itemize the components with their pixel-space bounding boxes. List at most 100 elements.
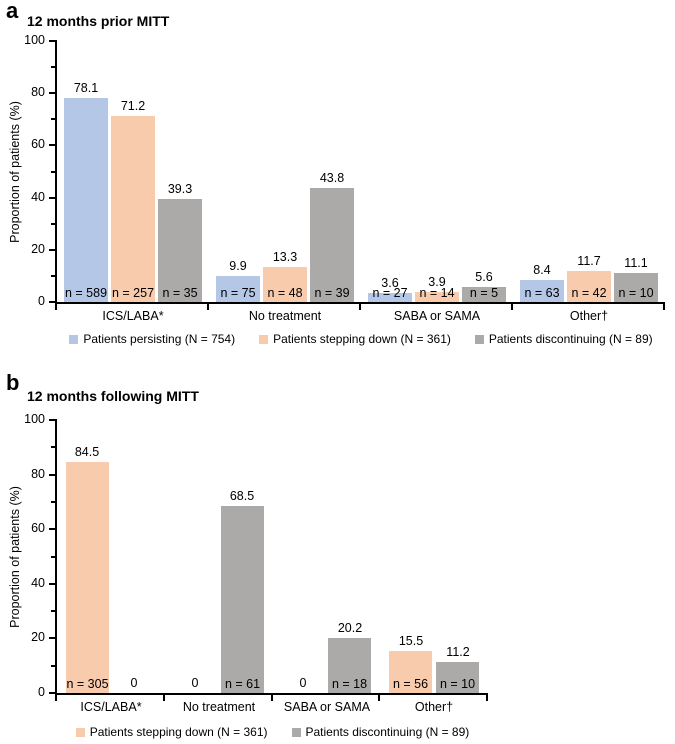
legend-marker-swatch (259, 335, 269, 345)
y-tick-label: 80 (31, 85, 45, 99)
bar (368, 293, 412, 302)
category-label: Other† (414, 700, 454, 714)
panel-a-letter: a (6, 0, 19, 23)
x-axis (55, 302, 665, 304)
bar-value-label: 11.7 (577, 254, 601, 268)
y-tick (49, 144, 55, 146)
y-minor-tick (51, 118, 55, 120)
bar-zero-label: 0 (130, 676, 138, 690)
bar-n-label: n = 27 (372, 286, 408, 300)
x-tick (663, 304, 665, 310)
y-tick (49, 474, 55, 476)
y-tick (49, 40, 55, 42)
bar (520, 280, 564, 302)
y-tick-label: 100 (24, 412, 45, 426)
legend-item: Patients discontinuing (N = 89) (291, 725, 470, 739)
bar-n-label: n = 61 (224, 677, 261, 691)
y-tick (49, 637, 55, 639)
bar (389, 651, 432, 693)
y-tick-label: 40 (31, 190, 45, 204)
y-minor-tick (51, 66, 55, 68)
bar-n-label: n = 39 (314, 286, 350, 300)
bar-value-label: 71.2 (120, 99, 146, 113)
legend-label: Patients discontinuing (N = 89) (488, 332, 653, 346)
bar-value-label: 11.1 (624, 256, 648, 270)
bar (221, 506, 264, 693)
bar-value-label: 78.1 (73, 81, 99, 95)
y-minor-tick (51, 556, 55, 558)
bar-value-label: 5.6 (475, 270, 493, 284)
bar-n-label: n = 5 (469, 286, 499, 300)
y-axis (55, 40, 57, 306)
y-tick-label: 40 (31, 576, 45, 590)
bar-value-label: 20.2 (337, 621, 363, 635)
bar (158, 199, 202, 302)
y-tick-label: 60 (31, 137, 45, 151)
bar (415, 292, 459, 302)
bar-value-label: 15.5 (398, 634, 424, 648)
bar-n-label: n = 14 (419, 286, 455, 300)
category-label: Other† (569, 309, 609, 323)
bar-value-label: 3.9 (428, 275, 446, 289)
panel-b-legend: Patients stepping down (N = 361) Patients… (57, 725, 488, 739)
x-tick (55, 695, 57, 701)
x-tick (271, 695, 273, 701)
bar (64, 98, 108, 302)
y-tick-label: 0 (38, 685, 45, 699)
panel-a-title: 12 months prior MITT (27, 13, 170, 29)
x-axis (55, 693, 488, 695)
bar (436, 662, 479, 693)
bar (111, 116, 155, 302)
bar-value-label: 3.6 (381, 276, 399, 290)
bar-value-label: 43.8 (319, 171, 345, 185)
bar-n-label: n = 56 (392, 677, 429, 691)
category-label: No treatment (182, 700, 256, 714)
x-tick (486, 695, 488, 701)
y-tick (49, 692, 55, 694)
legend-label: Patients stepping down (N = 361) (273, 332, 451, 346)
legend-marker-swatch (474, 335, 484, 345)
bar-value-label: 9.9 (229, 259, 247, 273)
bar-value-label: 8.4 (533, 263, 551, 277)
legend-marker-swatch (69, 335, 79, 345)
bar (66, 462, 109, 693)
bar-n-label: n = 75 (220, 286, 256, 300)
bar (462, 287, 506, 302)
bar-n-label: n = 10 (618, 286, 654, 300)
legend-label: Patients persisting (N = 754) (83, 332, 236, 346)
bar-n-label: n = 18 (331, 677, 368, 691)
panel-b-title: 12 months following MITT (27, 388, 199, 404)
x-tick (55, 304, 57, 310)
legend-marker-swatch (75, 728, 85, 738)
bar-value-label: 68.5 (229, 489, 255, 503)
bar-value-label: 39.3 (167, 182, 193, 196)
legend-item: Patients discontinuing (N = 89) (474, 332, 653, 346)
y-minor-tick (51, 501, 55, 503)
bar-value-label: 84.5 (74, 445, 100, 459)
bar-n-label: n = 10 (439, 677, 476, 691)
y-tick-label: 80 (31, 467, 45, 481)
y-tick-label: 60 (31, 521, 45, 535)
y-tick (49, 528, 55, 530)
bar (216, 276, 260, 302)
legend-label: Patients discontinuing (N = 89) (305, 725, 470, 739)
x-tick (359, 304, 361, 310)
bar-n-label: n = 589 (64, 286, 108, 300)
x-tick (378, 695, 380, 701)
y-minor-tick (51, 665, 55, 667)
panel-a-legend: Patients persisting (N = 754) Patients st… (57, 332, 665, 346)
category-label: SABA or SAMA (393, 309, 481, 323)
bar-n-label: n = 257 (111, 286, 155, 300)
category-label: ICS/LABA* (80, 700, 142, 714)
y-tick (49, 301, 55, 303)
y-tick (49, 583, 55, 585)
panel-b-letter: b (6, 370, 20, 395)
bar-value-label: 13.3 (272, 250, 298, 264)
y-axis-title: Proportion of patients (%) (8, 486, 22, 628)
y-tick-label: 0 (38, 294, 45, 308)
bar (310, 188, 354, 302)
bar-n-label: n = 63 (524, 286, 560, 300)
bar-n-label: n = 48 (267, 286, 303, 300)
legend-label: Patients stepping down (N = 361) (89, 725, 268, 739)
